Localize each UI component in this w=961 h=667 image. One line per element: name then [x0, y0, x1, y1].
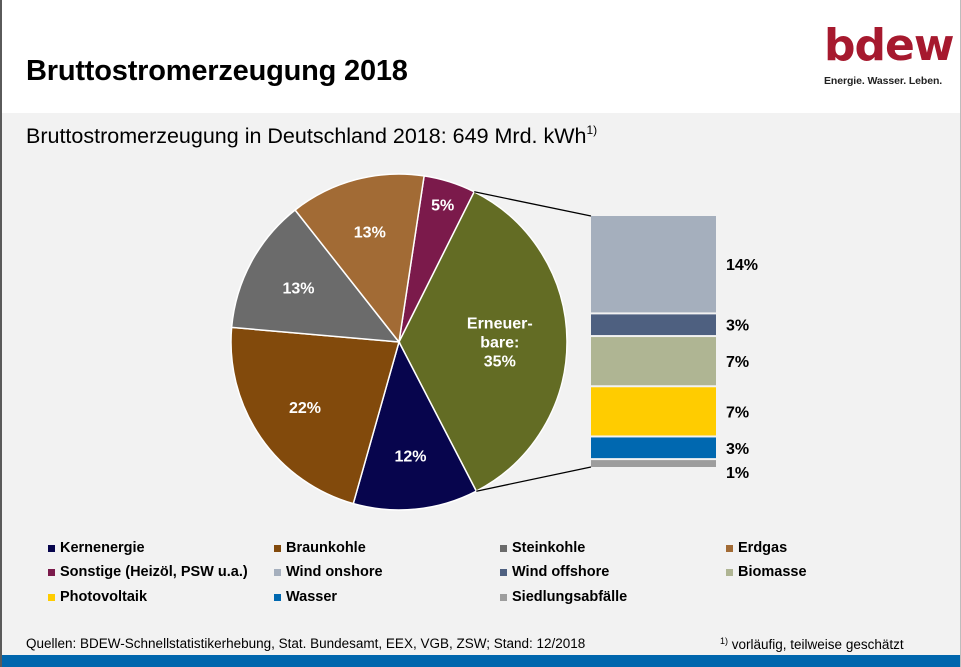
legend-label: Siedlungsabfälle [512, 589, 628, 605]
bar-segment-biomasse [591, 337, 716, 386]
bar-label-wasser: 3% [726, 441, 749, 458]
frame-border-left [0, 0, 2, 667]
legend-swatch [274, 568, 281, 576]
legend-swatch [48, 544, 55, 552]
legend-swatch [500, 544, 507, 552]
legend-item-wasser: Wasser [274, 589, 337, 605]
legend-item-steinkohle: Steinkohle [500, 540, 585, 556]
slide-header [2, 0, 960, 113]
legend-item-sonstige-heizöl-psw-u-a: Sonstige (Heizöl, PSW u.a.) [48, 564, 248, 580]
pie-slice-kernenergie [352, 339, 478, 511]
bar-segment-wasser [591, 437, 716, 459]
bar-segment-siedlungsabfälle [591, 460, 716, 467]
legend-label: Wind offshore [512, 564, 610, 580]
legend-swatch [726, 544, 733, 552]
legend-item-wind-offshore: Wind offshore [500, 564, 609, 580]
connector-line-top [474, 191, 592, 217]
pie-label-kernenergie: 12% [394, 449, 426, 466]
legend-label: Biomasse [738, 564, 807, 580]
legend-item-siedlungsabfälle: Siedlungsabfälle [500, 589, 627, 605]
footer-note-text: vorläufig, teilweise geschätzt [728, 637, 904, 652]
logo-wordmark: bdew [824, 20, 954, 71]
pie-chart: 5% Erneuer-bare: 35% 12% 22% 13% 13% [230, 173, 568, 511]
legend-item-kernenergie: Kernenergie [48, 540, 145, 556]
legend-swatch [274, 544, 281, 552]
pie-slice-steinkohle [230, 208, 401, 343]
pie-slice-erneuerbare [398, 190, 568, 493]
bar-label-wind-offshore: 3% [726, 318, 749, 335]
legend-label: Wind onshore [286, 564, 383, 580]
legend-item-biomasse: Biomasse [726, 564, 807, 580]
legend-swatch [48, 568, 55, 576]
logo-tagline: Energie. Wasser. Leben. [824, 75, 943, 87]
legend-item-wind-onshore: Wind onshore [274, 564, 383, 580]
bar-label-biomasse: 7% [726, 354, 749, 371]
pie-label-erneuerbare: Erneuer-bare: 35% [467, 315, 533, 370]
subtitle-footnote-mark: 1) [586, 123, 598, 137]
footer-note-mark: 1) [720, 636, 729, 646]
pie-label-steinkohle: 13% [282, 281, 314, 298]
legend-label: Erdgas [738, 540, 788, 556]
pie-slice-braunkohle [230, 326, 400, 505]
bar-label-photovoltaik: 7% [726, 404, 749, 421]
connector-lines [474, 191, 592, 492]
bar-segment-wind-offshore [591, 314, 716, 336]
bar-segment-wind-onshore [591, 216, 716, 313]
legend-swatch [274, 593, 281, 601]
bottom-accent-bar [2, 655, 960, 667]
legend-label: Sonstige (Heizöl, PSW u.a.) [60, 564, 248, 580]
legend-swatch [500, 593, 507, 601]
pie-slice-erdgas [294, 173, 425, 344]
legend-label: Kernenergie [60, 540, 145, 556]
legend-item-erdgas: Erdgas [726, 540, 787, 556]
bar-segment-photovoltaik [591, 387, 716, 436]
legend-label: Braunkohle [286, 540, 366, 556]
legend-label: Photovoltaik [60, 589, 148, 605]
bdew-logo: bdew Energie. Wasser. Leben. [820, 20, 954, 94]
footer-sources: Quellen: BDEW-Schnellstatistikerhebung, … [26, 636, 586, 651]
stacked-bar-chart: 14% 3% 7% 7% 3% 1% [591, 216, 758, 482]
chart-subtitle: Bruttostromerzeugung in Deutschland 2018… [26, 123, 597, 149]
subtitle-text: Bruttostromerzeugung in Deutschland 2018… [26, 124, 587, 148]
connector-line-bottom [476, 466, 592, 492]
legend-swatch [500, 568, 507, 576]
legend-item-braunkohle: Braunkohle [274, 540, 366, 556]
pie-label-braunkohle: 22% [289, 400, 321, 417]
pie-label-sonstige-heizöl-psw-u-a: 5% [431, 197, 454, 214]
footer-note: 1) vorläufig, teilweise geschätzt [720, 636, 904, 652]
legend-swatch [48, 593, 55, 601]
slide-title: Bruttostromerzeugung 2018 [26, 55, 408, 87]
legend-item-photovoltaik: Photovoltaik [48, 589, 147, 605]
legend-label: Wasser [286, 589, 338, 605]
bar-label-wind-onshore: 14% [726, 257, 758, 274]
pie-label-erdgas: 13% [354, 225, 386, 242]
legend-swatch [726, 568, 733, 576]
bar-label-siedlungsabfälle: 1% [726, 465, 749, 482]
legend-label: Steinkohle [512, 540, 586, 556]
